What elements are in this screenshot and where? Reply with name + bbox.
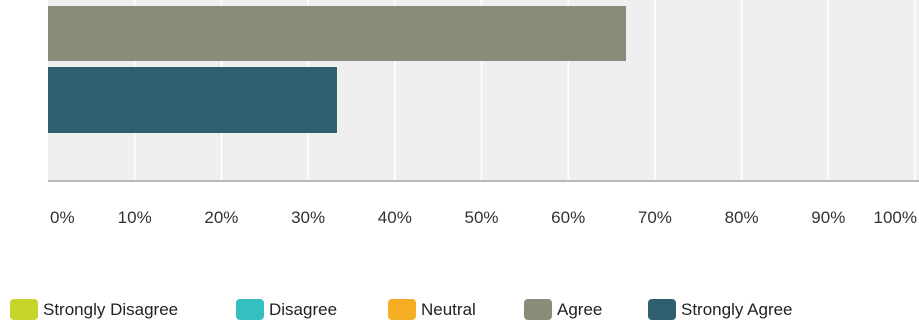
legend-item: Strongly Disagree <box>10 299 178 320</box>
legend-label: Strongly Agree <box>681 300 793 319</box>
x-tick-label: 60% <box>551 208 585 227</box>
x-tick-label: 20% <box>204 208 238 227</box>
bar-agree <box>48 6 627 61</box>
legend-label: Disagree <box>269 300 337 319</box>
legend-label: Neutral <box>421 300 476 319</box>
legend-label: Strongly Disagree <box>43 300 178 319</box>
legend: Strongly Disagree Disagree Neutral Agree Str… <box>10 299 793 320</box>
x-tick-label: 100% <box>874 208 917 227</box>
legend-swatch <box>648 299 676 320</box>
x-tick-label: 80% <box>725 208 759 227</box>
legend-swatch <box>524 299 552 320</box>
legend-swatch <box>10 299 38 320</box>
legend-item: Neutral <box>388 299 476 320</box>
x-tick-label: 0% <box>50 208 75 227</box>
x-tick-label: 30% <box>291 208 325 227</box>
x-tick-label: 10% <box>118 208 152 227</box>
x-tick-label: 40% <box>378 208 412 227</box>
x-tick-label: 70% <box>638 208 672 227</box>
x-axis-tick-labels: 0% 10% 20% 30% 40% 50% 60% 70% 80% 90% 100% <box>50 208 917 227</box>
x-tick-label: 50% <box>464 208 498 227</box>
legend-item: Agree <box>524 299 602 320</box>
legend-item: Disagree <box>236 299 337 320</box>
bar-strongly-agree <box>48 67 337 133</box>
bars <box>48 6 627 133</box>
legend-swatch <box>388 299 416 320</box>
x-tick-label: 90% <box>811 208 845 227</box>
legend-item: Strongly Agree <box>648 299 793 320</box>
legend-label: Agree <box>557 300 602 319</box>
legend-swatch <box>236 299 264 320</box>
